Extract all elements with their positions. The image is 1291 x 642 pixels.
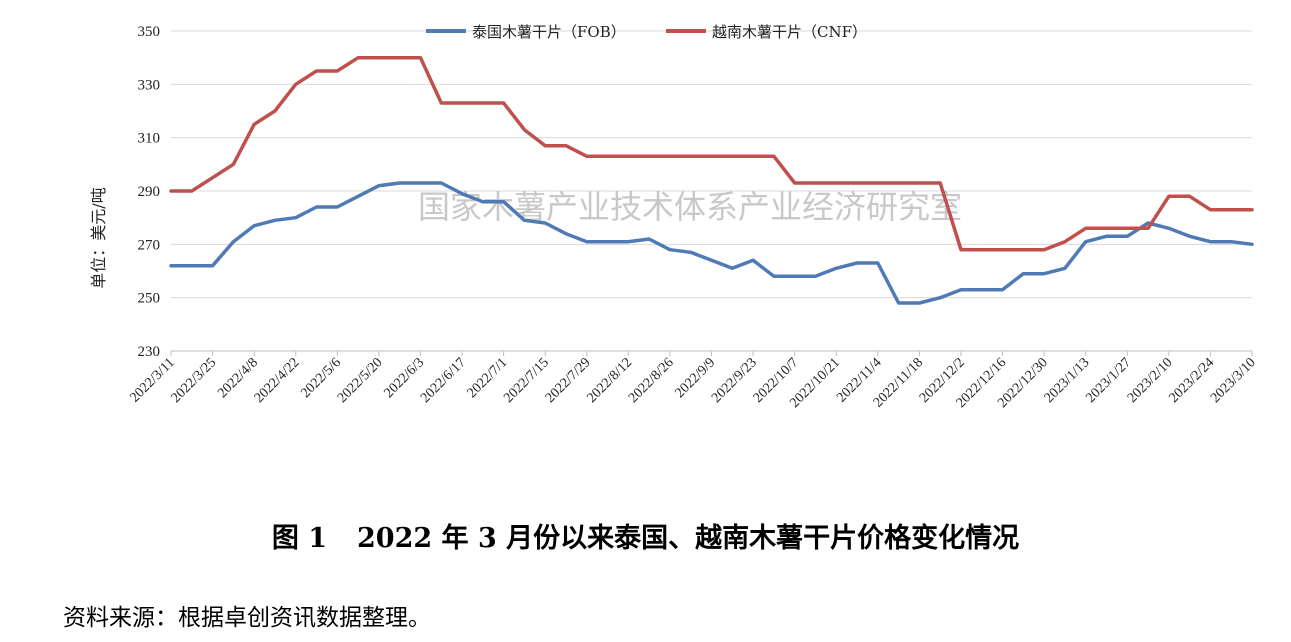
x-tick-label: 2022/4/22 [252,355,303,406]
grid-lines [171,30,1252,299]
price-chart: 230 250 270 290 310 330 350 2022/3/112022/3/25… [89,23,1259,411]
y-tick-label: 290 [138,184,161,200]
source-note: 资料来源：根据卓创资讯数据整理。 [63,605,431,631]
x-tick-label: 2022/9/23 [709,355,760,406]
watermark: 国家木薯产业技术体系产业经济研究室 [418,188,962,226]
series-line-thailand [169,181,1254,305]
series-lines [169,55,1254,305]
y-tick-label: 230 [138,344,161,360]
y-axis-label: 单位：美元/吨 [89,187,108,288]
x-tick-label: 2022/5/20 [335,355,386,406]
y-tick-label: 350 [138,24,161,40]
y-tick-label: 270 [138,237,161,253]
figure-caption: 图 1 2022 年 3 月份以来泰国、越南木薯干片价格变化情况 [0,516,1291,555]
x-tick-label: 2023/3/10 [1208,355,1259,406]
figure-caption-text: 2022 年 3 月份以来泰国、越南木薯干片价格变化情况 [357,523,1020,554]
y-tick-label: 250 [138,291,161,307]
figure-number: 图 1 [271,523,328,554]
x-tick-label: 2023/2/24 [1166,355,1217,406]
y-tick-labels: 230 250 270 290 310 330 350 [138,24,161,360]
y-tick-label: 330 [138,77,161,93]
x-tick-label: 2023/1/13 [1042,355,1093,406]
x-tick-label: 2022/6/17 [418,355,469,406]
x-tick-label: 2022/3/25 [169,355,220,406]
x-tick-label: 2022/7/15 [501,355,552,406]
x-tick-label: 2023/2/10 [1125,355,1176,406]
legend-label-vietnam: 越南木薯干片（CNF） [712,23,867,41]
axes [170,350,1253,356]
x-tick-labels: 2022/3/112022/3/252022/4/82022/4/222022/… [127,355,1258,411]
x-tick-label: 2022/8/26 [626,355,677,406]
y-tick-label: 310 [138,131,161,147]
series-line-vietnam [169,55,1254,252]
legend: 泰国木薯干片（FOB） 越南木薯干片（CNF） [426,23,867,41]
legend-label-thailand: 泰国木薯干片（FOB） [472,23,626,41]
x-tick-label: 2022/7/29 [543,355,594,406]
x-tick-label: 2023/1/27 [1083,355,1134,406]
x-tick-label: 2022/8/12 [584,355,635,406]
